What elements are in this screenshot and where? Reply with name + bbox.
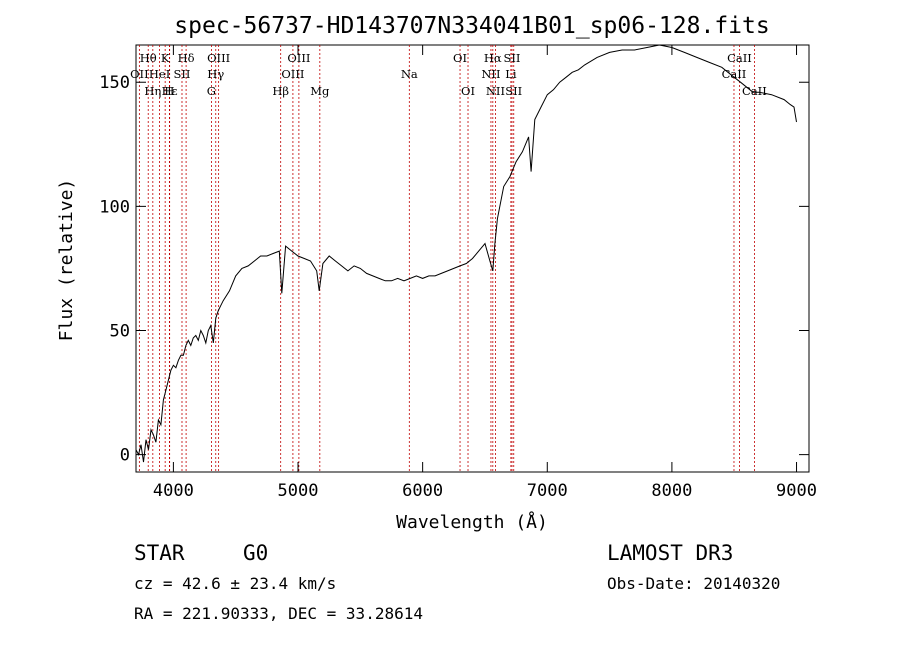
info-panel: STAR G0 LAMOST DR3 cz = 42.6 ± 23.4 km/s… xyxy=(134,541,780,623)
line-marker-label: OIII xyxy=(207,51,230,65)
y-tick-label: 0 xyxy=(120,446,130,466)
x-tick-label: 9000 xyxy=(776,481,817,501)
chart-title: spec-56737-HD143707N334041B01_sp06-128.f… xyxy=(174,13,769,39)
x-axis: 4000 5000 6000 7000 8000 9000 xyxy=(153,45,817,501)
line-marker-label: CaII xyxy=(727,51,752,65)
line-marker-label: OIII xyxy=(287,51,310,65)
line-marker-label: CaII xyxy=(722,67,747,81)
line-marker-label: H xyxy=(164,84,174,98)
line-marker-label: OI xyxy=(461,84,475,98)
line-marker-label: Li xyxy=(505,67,517,81)
y-axis: 0 50 100 150 xyxy=(99,73,809,466)
plot-frame xyxy=(135,44,810,473)
line-marker-label: NII xyxy=(481,67,500,81)
line-marker-label: OIII xyxy=(281,67,304,81)
line-marker-label: K xyxy=(161,51,170,65)
line-marker-label: SII xyxy=(505,84,522,98)
line-marker-label: Hη xyxy=(144,84,161,98)
line-marker-label: NII xyxy=(486,84,505,98)
x-tick-label: 5000 xyxy=(278,481,319,501)
line-marker-label: SII xyxy=(174,67,191,81)
line-marker-label: Mg xyxy=(310,84,330,98)
line-marker-label: G xyxy=(207,84,216,98)
x-tick-label: 6000 xyxy=(402,481,443,501)
coordinates: RA = 221.90333, DEC = 33.28614 xyxy=(134,604,423,623)
line-marker-label: Hθ xyxy=(140,51,157,65)
redshift-value: cz = 42.6 ± 23.4 km/s xyxy=(134,574,336,593)
y-tick-label: 150 xyxy=(99,73,130,93)
object-class: STAR xyxy=(134,541,185,565)
x-tick-label: 8000 xyxy=(651,481,692,501)
line-marker-label: Hβ xyxy=(272,84,289,98)
object-subclass: G0 xyxy=(243,541,268,565)
line-marker-label: Hε xyxy=(162,84,178,98)
y-tick-label: 50 xyxy=(110,321,130,341)
line-marker-label: SII xyxy=(504,51,521,65)
spectral-line-markers xyxy=(138,45,755,472)
line-marker-label: Hδ xyxy=(178,51,195,65)
line-marker-label: Na xyxy=(401,67,418,81)
line-marker-label: OII xyxy=(130,67,149,81)
line-marker-label: Hα xyxy=(484,51,502,65)
spectrum-series-line xyxy=(135,44,797,463)
line-marker-label: CaII xyxy=(742,84,767,98)
x-tick-label: 7000 xyxy=(527,481,568,501)
y-tick-label: 100 xyxy=(99,197,130,217)
y-axis-label: Flux (relative) xyxy=(56,179,77,342)
line-marker-label: Hγ xyxy=(207,67,224,81)
x-axis-label: Wavelength (Å) xyxy=(396,511,548,533)
survey-name: LAMOST DR3 xyxy=(607,541,733,565)
observation-date: Obs-Date: 20140320 xyxy=(607,574,780,593)
line-marker-label: HeI xyxy=(149,67,170,81)
x-tick-label: 4000 xyxy=(153,481,194,501)
line-marker-label: OI xyxy=(453,51,467,65)
